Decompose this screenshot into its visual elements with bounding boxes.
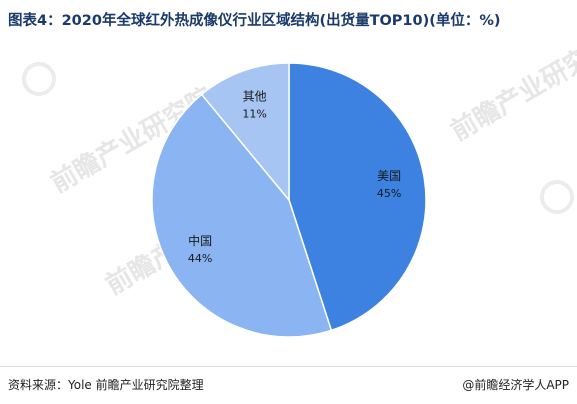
slice-value-label: 11% [242, 108, 266, 121]
footer: 资料来源：Yole 前瞻产业研究院整理 @前瞻经济学人APP [0, 366, 577, 404]
brand-credit: @前瞻经济学人APP [462, 378, 569, 392]
slice-china [151, 93, 333, 338]
source-note: 资料来源：Yole 前瞻产业研究院整理 [8, 378, 204, 392]
pie-slices [151, 62, 427, 338]
pie-labels: 美国 45% 中国 44% 其他 11% [188, 90, 401, 265]
slice-label: 其他 [243, 90, 267, 104]
slice-value-label: 44% [188, 252, 212, 265]
slice-value-label: 45% [377, 187, 401, 200]
slice-label: 美国 [377, 169, 401, 183]
slice-usa [288, 62, 427, 332]
slice-other [200, 62, 290, 203]
chart-title: 图表4：2020年全球红外热成像仪行业区域结构(出货量TOP10)(单位：%) [8, 13, 501, 29]
watermark-logo-icon [540, 180, 574, 214]
watermark-logo-icon [22, 62, 56, 96]
slice-label: 中国 [188, 233, 212, 248]
